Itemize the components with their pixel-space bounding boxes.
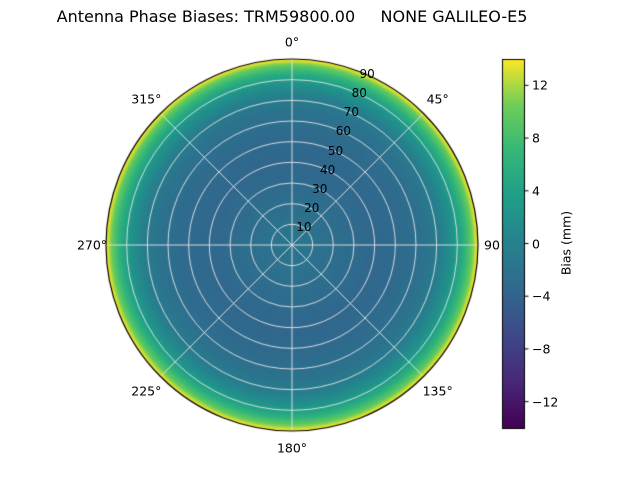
- angular-tick-label: 135°: [422, 383, 453, 399]
- colorbar-axis-label: Bias (mm): [558, 210, 574, 276]
- colorbar-tick-label: −12: [532, 394, 559, 410]
- colorbar-tick-label: 0: [532, 236, 540, 251]
- radial-tick-label: 50: [327, 143, 344, 158]
- angular-tick-label: 315°: [131, 91, 162, 107]
- radial-tick-label: 80: [351, 86, 367, 101]
- angular-tick-label: 90: [484, 237, 500, 253]
- angular-tick-label: 270°: [76, 237, 108, 253]
- angular-tick-label: 0°: [284, 34, 300, 50]
- colorbar-tick-label: 4: [532, 183, 540, 199]
- colorbar-tick-label: −4: [532, 288, 551, 304]
- radial-tick-label: 90: [359, 67, 375, 82]
- radial-tick-label: 40: [319, 162, 336, 177]
- angular-tick-label: 225°: [131, 383, 162, 399]
- radial-tick-label: 20: [304, 200, 320, 215]
- radial-tick-label: 70: [343, 105, 359, 120]
- colorbar-tick-label: 8: [532, 130, 540, 146]
- radial-tick-label: 60: [335, 124, 352, 139]
- colorbar-tick-label: −8: [532, 341, 551, 357]
- colorbar-tick-label: 12: [532, 77, 548, 93]
- radial-tick-label: 30: [312, 181, 328, 196]
- angular-tick-label: 45°: [426, 91, 449, 107]
- radial-tick-label: 10: [296, 219, 312, 234]
- angular-tick-label: 180°: [276, 440, 308, 456]
- chart-title: Antenna Phase Biases: TRM59800.00 NONE G…: [56, 7, 528, 26]
